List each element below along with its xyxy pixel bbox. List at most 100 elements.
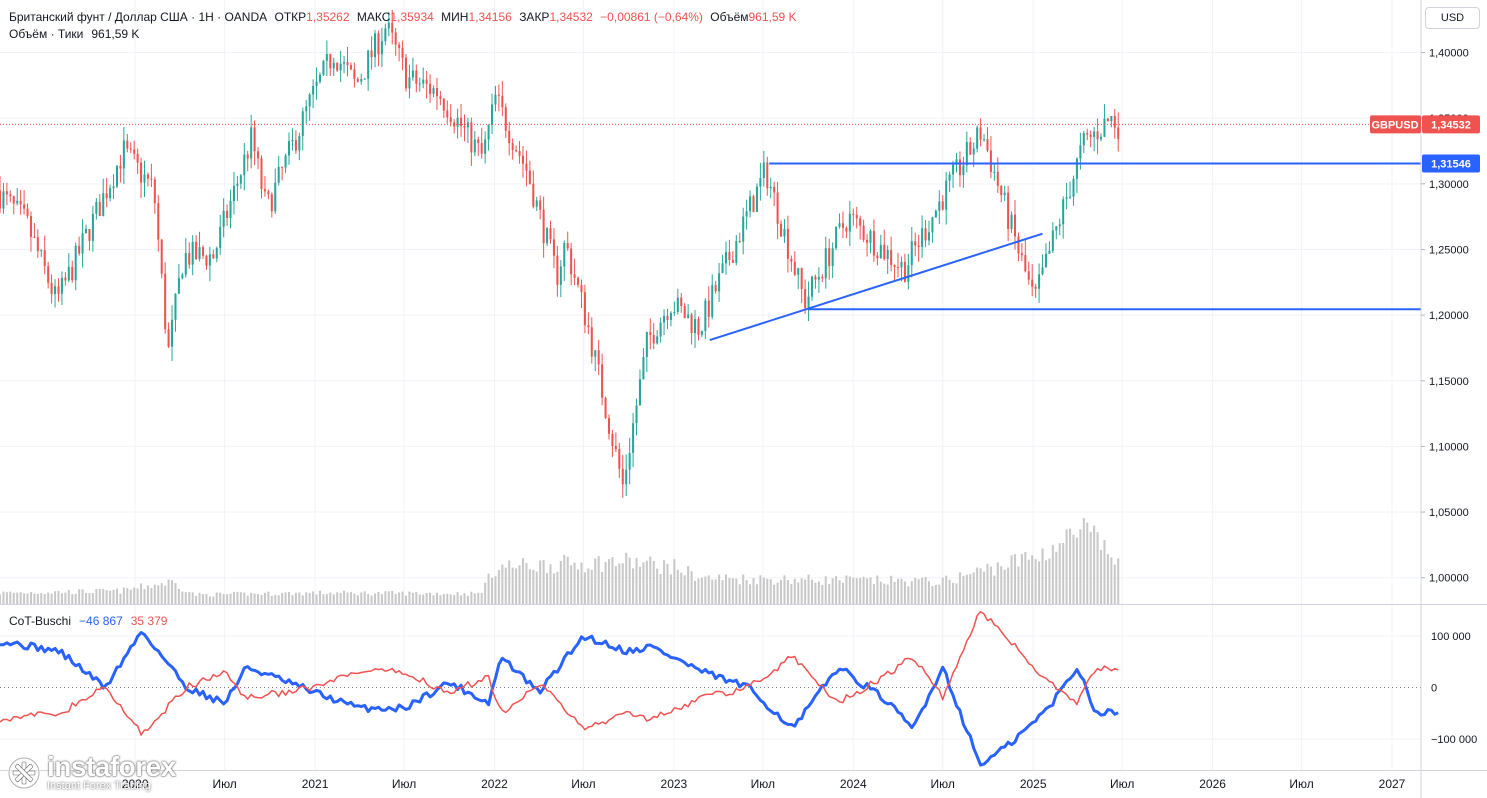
- candle-body: [456, 117, 459, 127]
- volume-bar: [1075, 537, 1078, 604]
- volume-bar: [642, 562, 645, 604]
- candle-body: [2, 191, 5, 209]
- volume-bar: [232, 591, 235, 604]
- drawings[interactable]: [0, 123, 1421, 342]
- volume-bar: [422, 594, 425, 604]
- volume-bar: [728, 578, 731, 604]
- candle-body: [1013, 214, 1017, 237]
- candle-body: [821, 276, 824, 279]
- candle-body: [804, 289, 807, 309]
- volume-bars: [0, 517, 1120, 604]
- candle-body: [47, 266, 50, 283]
- open-label: ОТКР: [274, 10, 307, 24]
- candle-body: [903, 261, 906, 282]
- volume-bar: [246, 595, 249, 604]
- candle-body: [896, 267, 900, 269]
- volume-bar: [546, 573, 549, 604]
- volume-bar: [962, 575, 965, 604]
- volume-bar: [1065, 529, 1068, 604]
- candle-body: [1065, 197, 1068, 200]
- time-tick-label: 2025: [1020, 777, 1047, 791]
- volume-bar: [876, 575, 879, 604]
- candle-body: [958, 159, 961, 176]
- volume-bar: [604, 561, 607, 604]
- high-label: МАКС: [356, 10, 391, 24]
- cot-series-red: [0, 611, 1119, 736]
- candle-body: [198, 247, 201, 260]
- candle-body: [559, 266, 562, 285]
- candle-body: [845, 227, 848, 232]
- candle-body: [1069, 196, 1072, 198]
- candle-body: [5, 191, 8, 195]
- volume-bar: [346, 592, 349, 604]
- candle-body: [914, 241, 917, 246]
- candle-body: [0, 190, 2, 209]
- volume-bar: [212, 596, 215, 604]
- volume-bar: [449, 594, 452, 604]
- candle-body: [164, 273, 167, 330]
- volume-label: Объём: [710, 10, 749, 24]
- candle-body: [969, 142, 972, 155]
- time-tick-label: Июл: [392, 777, 416, 791]
- volume-bar: [687, 565, 690, 604]
- volume-bar: [673, 559, 676, 604]
- candle-body: [490, 104, 494, 126]
- candle-body: [539, 200, 542, 210]
- volume-bar: [921, 577, 924, 604]
- candle-body: [305, 106, 308, 112]
- low-value: 1,34156: [468, 10, 512, 24]
- candle-body: [332, 62, 335, 69]
- volume-bar: [205, 593, 208, 604]
- candle-body: [477, 139, 480, 144]
- currency-button[interactable]: USD: [1425, 7, 1480, 29]
- volume-bar: [460, 595, 463, 604]
- volume-bar: [1117, 558, 1120, 604]
- volume-bar: [188, 591, 191, 604]
- volume-bar: [1027, 559, 1030, 604]
- volume-bar: [783, 575, 786, 604]
- volume-bar: [515, 568, 518, 604]
- volume-bar: [91, 592, 94, 604]
- candle-body: [435, 87, 438, 97]
- volume-bar: [958, 572, 961, 604]
- volume-bar: [2, 591, 5, 604]
- volume-bar: [790, 584, 793, 604]
- candle-body: [645, 331, 648, 357]
- volume-bar: [1010, 555, 1013, 604]
- candle-body: [1106, 118, 1109, 122]
- grid: [0, 0, 1421, 770]
- level-price-badge-text: 1,31546: [1431, 159, 1471, 171]
- volume-bar: [804, 579, 807, 604]
- candle-body: [907, 265, 910, 282]
- volume-bar: [697, 578, 700, 604]
- candle-body: [1117, 127, 1120, 140]
- volume-bar: [663, 560, 666, 604]
- candle-body: [336, 62, 339, 71]
- volume-bar: [418, 594, 421, 604]
- volume-bar: [996, 562, 999, 604]
- candle-body: [855, 214, 858, 219]
- candle-body: [16, 200, 19, 204]
- volume-bar: [484, 582, 487, 604]
- volume-bar: [387, 591, 390, 604]
- volume-bar: [752, 577, 755, 604]
- price-tick-label: 1,25000: [1429, 244, 1469, 256]
- candle-body: [663, 315, 666, 323]
- last-price-badge: [1422, 115, 1480, 134]
- volume-bar: [831, 578, 834, 604]
- candle-body: [728, 251, 731, 260]
- candle-body: [945, 180, 948, 210]
- candle-body: [236, 183, 239, 186]
- candle-body: [377, 33, 380, 55]
- candle-body: [759, 178, 762, 187]
- candle-body: [628, 452, 631, 470]
- candle-body: [910, 241, 913, 266]
- candle-body: [71, 267, 74, 281]
- volume-bar: [965, 574, 968, 604]
- candle-body: [625, 469, 628, 485]
- candle-body: [57, 286, 60, 294]
- candle-body: [604, 397, 607, 419]
- volume-bar: [384, 591, 387, 604]
- candle-body: [518, 151, 521, 156]
